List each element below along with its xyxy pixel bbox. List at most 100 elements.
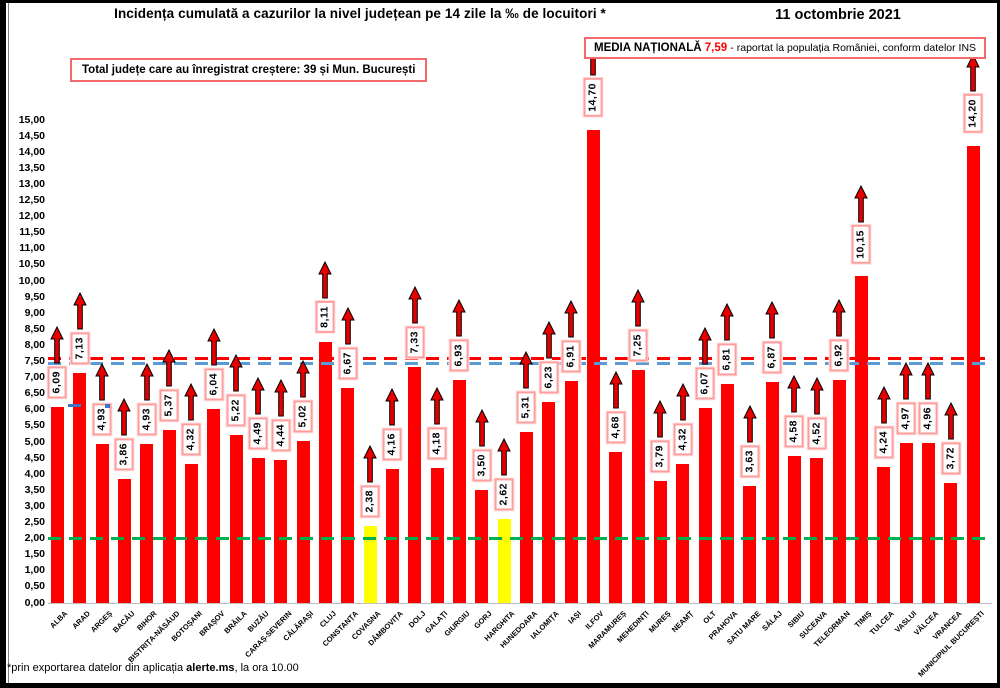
up-arrow-icon (95, 363, 109, 401)
bar-HARGHITA (497, 518, 511, 603)
bar-ALBA (50, 406, 64, 603)
x-axis-label: BRĂILA (221, 609, 249, 636)
up-arrow-icon (541, 321, 556, 359)
bar-VASLUI (899, 443, 913, 603)
y-axis-tick: 12,00 (18, 210, 45, 223)
bar-MEHEDINȚI (631, 369, 645, 603)
up-arrow-icon (229, 353, 243, 392)
up-arrow-icon (363, 445, 377, 483)
bar-ILFOV (586, 129, 600, 603)
up-arrow-icon (966, 54, 980, 92)
y-axis-tick: 10,50 (18, 258, 45, 271)
bar-PRAHOVA (720, 383, 734, 603)
bar-DOLJ (408, 367, 422, 603)
up-arrow-icon (854, 184, 869, 223)
up-arrow-icon (653, 399, 668, 438)
y-axis-tick: 5,50 (24, 419, 45, 432)
bar-BISTRIȚA-NĂSĂUD (162, 430, 176, 603)
bar-value-label: 4,44 (271, 419, 291, 452)
x-axis-label: IAȘI (566, 609, 584, 626)
up-arrow-icon (407, 285, 422, 324)
up-arrow-icon (832, 299, 846, 337)
bar-value-label: 14,70 (583, 78, 603, 117)
bar-CONSTANȚA (341, 388, 355, 603)
bar-HUNEDOARA (519, 432, 533, 603)
bar-value-label: 5,31 (516, 391, 536, 424)
bar-value-label: 4,16 (382, 428, 402, 461)
up-arrow-icon (385, 387, 400, 426)
up-arrow-icon (296, 360, 310, 398)
y-axis-tick: 11,50 (19, 226, 45, 239)
up-arrow-icon (251, 377, 266, 415)
x-axis-label: OLT (700, 609, 718, 626)
up-arrow-icon (720, 302, 735, 341)
bar-VÂLCEA (921, 443, 935, 603)
national-average-box: MEDIA NAȚIONALĂ 7,59 - raportat la popul… (584, 37, 987, 59)
blue-marker (68, 404, 81, 407)
bar-GALAȚI (430, 468, 444, 603)
up-arrow-icon (631, 288, 645, 327)
y-axis-tick: 1,50 (24, 548, 45, 561)
up-arrow-icon (921, 362, 936, 400)
bar-COVASNA (363, 526, 377, 603)
up-arrow-icon (787, 374, 802, 413)
bar-value-label: 6,09 (47, 365, 67, 399)
bar-value-label: 4,52 (807, 416, 827, 449)
bar-value-label: 2,38 (360, 485, 380, 518)
bar-value-label: 5,22 (226, 393, 246, 427)
bar-GIURGIU (452, 379, 466, 603)
y-axis-tick: 3,50 (24, 483, 45, 496)
up-arrow-icon (564, 299, 578, 338)
frame-border-right (997, 0, 1000, 688)
y-axis-tick: 13,50 (18, 161, 45, 174)
bar-CĂLĂRAȘI (296, 441, 310, 603)
x-axis-label: SĂLAJ (760, 609, 785, 633)
up-arrow-icon (117, 397, 132, 436)
y-axis-tick: 1,00 (24, 564, 45, 577)
bar-value-label: 6,92 (829, 339, 849, 372)
bar-value-label: 6,93 (449, 338, 469, 372)
up-arrow-icon (742, 404, 757, 443)
bar-OLT (698, 407, 712, 603)
bar-value-label: 6,87 (762, 340, 782, 374)
national-average-label: MEDIA NAȚIONALĂ (594, 42, 702, 54)
bar-value-label: 4,58 (784, 414, 804, 447)
up-arrow-icon (340, 307, 355, 345)
y-axis-tick: 2,50 (24, 516, 45, 528)
bar-ARGEȘ (95, 444, 109, 603)
x-axis-label: ARGEȘ (89, 609, 115, 635)
bar-value-label: 4,96 (918, 402, 938, 435)
footnote-app-name: alerte.ms (186, 662, 235, 674)
y-axis-tick: 7,00 (24, 371, 45, 384)
national-average-value: 7,59 (704, 42, 728, 54)
bar-IALOMIȚA (542, 402, 556, 603)
bar-value-label: 4,93 (137, 403, 157, 436)
up-arrow-icon (72, 292, 87, 330)
bar-MUNICIPIUL BUCUREȘTI (966, 145, 980, 603)
bar-ARAD (73, 373, 87, 603)
x-axis-line (48, 603, 992, 604)
bar-value-label: 3,79 (650, 440, 670, 473)
report-date: 11 octombrie 2021 (775, 7, 901, 23)
y-axis-tick: 13,00 (18, 177, 45, 190)
bar-value-label: 4,18 (427, 427, 447, 460)
bar-value-label: 7,25 (628, 328, 648, 361)
bar-value-label: 7,33 (405, 326, 425, 359)
bar-value-label: 4,32 (181, 422, 201, 456)
y-axis-tick: 9,00 (24, 306, 45, 319)
bar-value-label: 14,20 (963, 94, 983, 134)
bar-value-label: 4,24 (874, 425, 894, 458)
footnote-prefix: *prin exportarea datelor din aplicația (7, 662, 187, 674)
bar-MARAMUREȘ (609, 452, 623, 603)
y-axis-tick: 7,50 (24, 355, 45, 367)
bar-TIMIȘ (854, 276, 868, 603)
bar-value-label: 3,72 (941, 442, 961, 475)
x-axis-label: NEAMȚ (669, 609, 696, 635)
x-axis-label: BACĂU (111, 609, 137, 635)
up-arrow-icon (452, 298, 467, 337)
y-axis-tick: 5,00 (24, 435, 45, 448)
bar-value-label: 3,63 (740, 445, 760, 478)
y-axis-tick: 4,50 (24, 451, 45, 464)
frame-border-bottom (0, 683, 1000, 688)
media-nationala-blue-line (48, 361, 992, 365)
